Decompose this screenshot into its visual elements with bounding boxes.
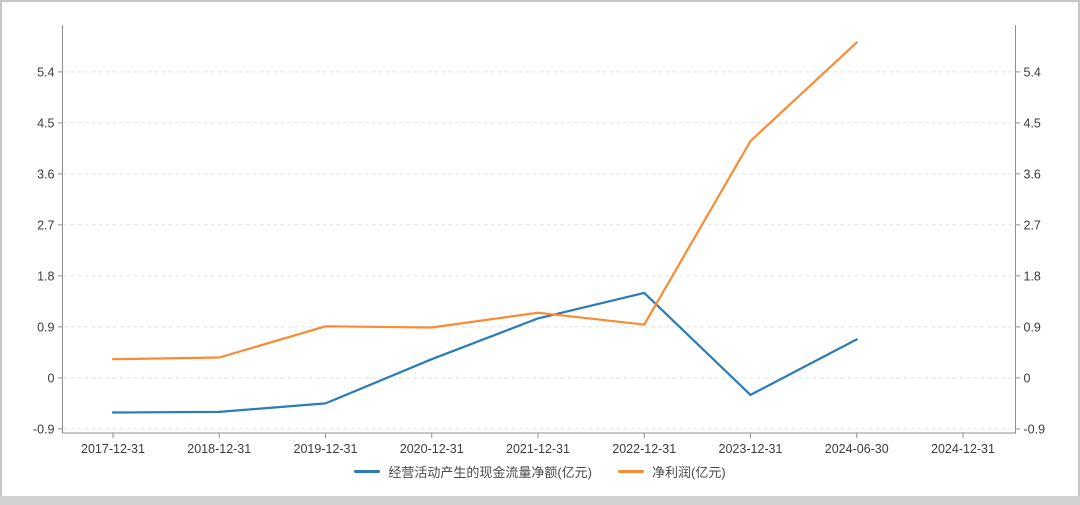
- y-axis-label-left: 5.4: [37, 65, 54, 79]
- x-axis-label: 2023-12-31: [719, 442, 783, 456]
- y-axis-label-right: 1.8: [1024, 269, 1041, 283]
- legend-item-cash-flow[interactable]: 经营活动产生的现金流量净额(亿元): [354, 462, 592, 481]
- x-axis-label: 2018-12-31: [187, 442, 251, 456]
- net-profit-line-swatch: [618, 470, 644, 473]
- y-axis-label-left: 4.5: [37, 116, 54, 130]
- x-axis-label: 2017-12-31: [81, 442, 145, 456]
- y-axis-label-left: 2.7: [37, 218, 54, 232]
- cash-flow-line-swatch: [354, 470, 381, 473]
- y-axis-label-right: 5.4: [1024, 65, 1041, 79]
- y-axis-label-left: 0: [48, 371, 55, 385]
- y-axis-label-right: -0.9: [1024, 422, 1046, 436]
- y-axis-label-left: 1.8: [37, 269, 54, 283]
- y-axis-label-right: 3.6: [1024, 167, 1041, 181]
- legend: 经营活动产生的现金流量净额(亿元) 净利润(亿元): [0, 462, 1080, 481]
- legend-item-net-profit[interactable]: 净利润(亿元): [618, 462, 726, 481]
- series-lines: [111, 41, 858, 414]
- legend-label-cash-flow: 经营活动产生的现金流量净额(亿元): [388, 465, 592, 480]
- y-axis-label-left: -0.9: [33, 422, 55, 436]
- y-axis-label-left: 3.6: [37, 167, 54, 181]
- axes: [58, 25, 1020, 438]
- y-axis-label-right: 2.7: [1024, 218, 1041, 232]
- y-axis-label-right: 0.9: [1024, 320, 1041, 334]
- y-axis-label-right: 0: [1024, 371, 1031, 385]
- series-line-1: [111, 41, 858, 361]
- gridlines: [63, 71, 1015, 430]
- y-axis-label-left: 0.9: [37, 320, 54, 334]
- x-axis-label: 2024-12-31: [931, 442, 995, 456]
- x-axis-label: 2019-12-31: [294, 442, 358, 456]
- y-axis-label-right: 4.5: [1024, 116, 1041, 130]
- legend-label-net-profit: 净利润(亿元): [652, 465, 726, 480]
- x-axis-label: 2021-12-31: [506, 442, 570, 456]
- x-axis-label: 2022-12-31: [612, 442, 676, 456]
- series-line-0: [111, 291, 858, 414]
- x-axis-label: 2024-06-30: [825, 442, 889, 456]
- x-axis-label: 2020-12-31: [400, 442, 464, 456]
- tick-labels: -0.9 -0.9 0 0 0.9 0.9 1.8 1.8 2.7 2.7 3.6 3.6 4.5 4.5…: [33, 65, 1045, 456]
